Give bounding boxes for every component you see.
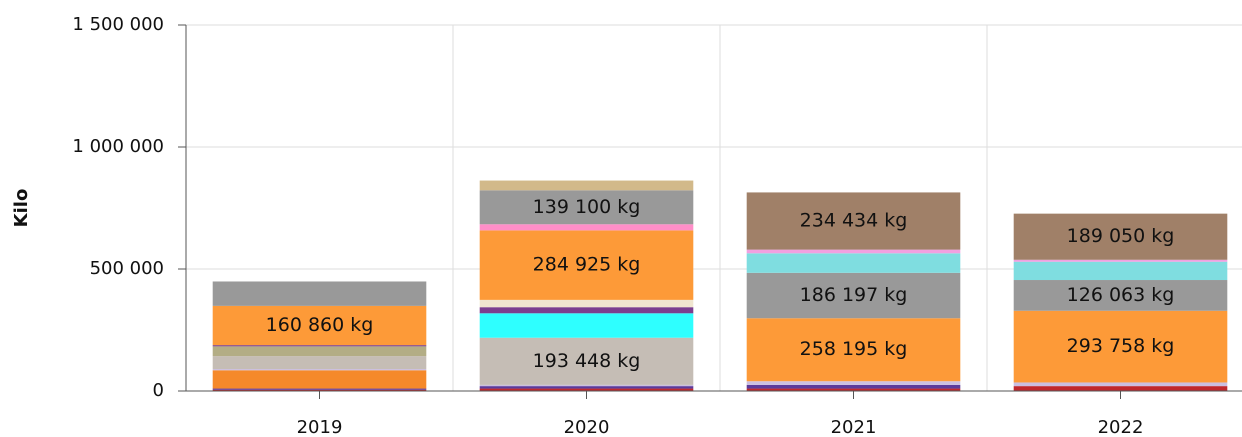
- bar-segment: [1013, 261, 1228, 281]
- data-label: 284 925 kg: [533, 254, 641, 276]
- bar-segment: [212, 388, 427, 390]
- data-label: 126 063 kg: [1067, 284, 1175, 306]
- bar-segment: [479, 307, 694, 314]
- bar-segment: [746, 381, 961, 385]
- bar-segment: [1013, 213, 1228, 260]
- data-label: 139 100 kg: [533, 196, 641, 218]
- data-label: 293 758 kg: [1067, 335, 1175, 357]
- bar-segment: [212, 281, 427, 306]
- bar-segment: [212, 305, 427, 346]
- x-tick-label: 2021: [831, 417, 877, 437]
- bar-segment: [479, 230, 694, 300]
- bar-segment: [479, 384, 694, 387]
- bar-segment: [479, 180, 694, 191]
- data-label: 186 197 kg: [800, 284, 908, 306]
- y-tick-label: 500 000: [90, 258, 164, 279]
- bar-segment: [746, 388, 961, 391]
- bar-segment: [746, 192, 961, 250]
- bar-segment: [746, 253, 961, 273]
- x-tick-label: 2019: [297, 417, 343, 437]
- bar-segment: [1013, 259, 1228, 262]
- bar-segment: [212, 345, 427, 347]
- bar-segment: [479, 388, 694, 391]
- bar-segment: [479, 386, 694, 389]
- x-tick-label: 2020: [564, 417, 610, 437]
- x-tick-label: 2022: [1098, 417, 1144, 437]
- data-label: 160 860 kg: [266, 314, 374, 336]
- bar-segment: [1013, 310, 1228, 383]
- bar-segment: [746, 249, 961, 254]
- data-label: 189 050 kg: [1067, 225, 1175, 247]
- y-tick-label: 0: [153, 380, 164, 401]
- bar-segment: [1013, 386, 1228, 391]
- bar-segment: [212, 369, 427, 371]
- y-axis-label: Kilo: [11, 189, 32, 228]
- data-label: 234 434 kg: [800, 210, 908, 232]
- bar-segment: [479, 190, 694, 225]
- bar-segment: [746, 384, 961, 389]
- bar-segment: [212, 346, 427, 357]
- bar-segment: [1013, 382, 1228, 387]
- data-label: 193 448 kg: [533, 350, 641, 372]
- bar-segment: [479, 313, 694, 338]
- bar-segment: [479, 299, 694, 308]
- bar-segment: [746, 272, 961, 319]
- bar-segment: [212, 356, 427, 370]
- data-label: 258 195 kg: [800, 338, 908, 360]
- bar-segment: [212, 389, 427, 391]
- y-tick-label: 1 500 000: [72, 14, 164, 35]
- bar-segment: [212, 370, 427, 389]
- y-tick-label: 1 000 000: [72, 136, 164, 157]
- bar-segment: [1013, 280, 1228, 311]
- bar-segment: [479, 337, 694, 385]
- bar-segment: [746, 318, 961, 382]
- bar-segment: [479, 224, 694, 231]
